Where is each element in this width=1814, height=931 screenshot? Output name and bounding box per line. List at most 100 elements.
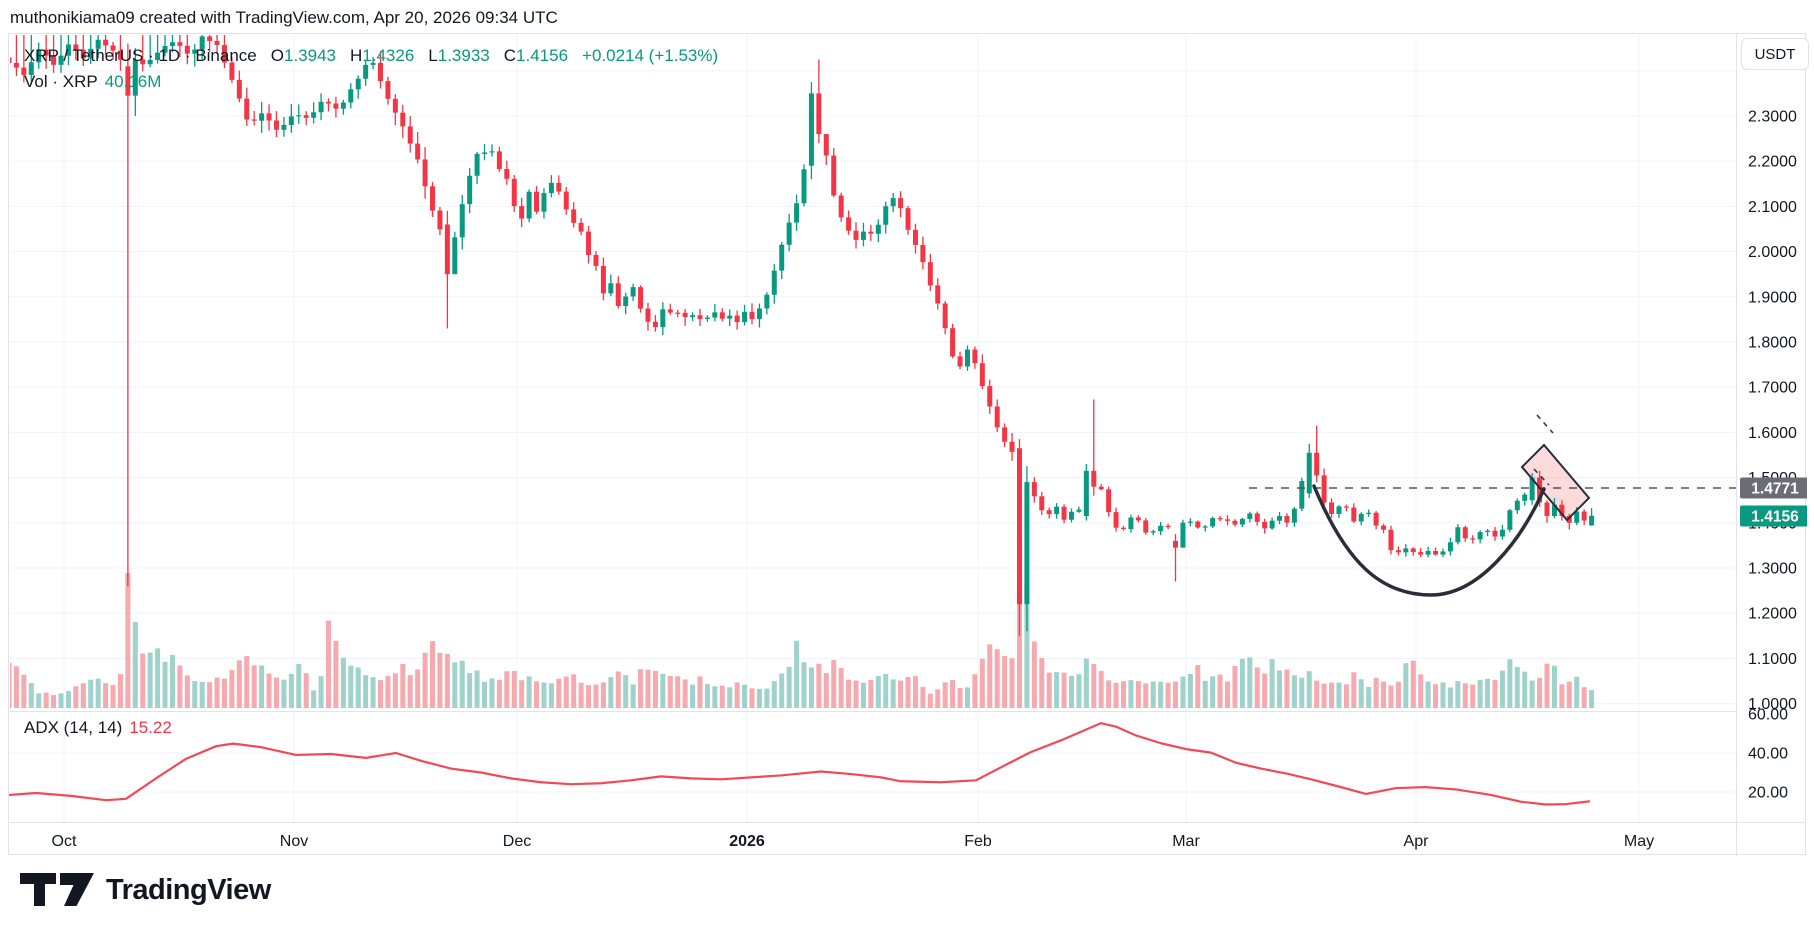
symbol-legend[interactable]: XRP / TetherUS · 1D · Binance O1.3943 H1.4… — [24, 46, 718, 66]
candle-body — [816, 93, 822, 135]
volume-bar — [236, 660, 242, 708]
volume-bar — [1046, 672, 1052, 708]
tradingview-logo[interactable]: TradingView — [20, 872, 271, 908]
candle-body — [281, 125, 287, 130]
volume-bar — [199, 681, 205, 708]
candle-body — [1306, 452, 1312, 494]
currency-unit-button[interactable]: USDT — [1741, 38, 1809, 70]
price-tick-label: 2.2000 — [1748, 154, 1797, 171]
volume-bar — [615, 671, 621, 708]
candle-body — [727, 315, 733, 319]
price-tick-label: 2.0000 — [1748, 244, 1797, 261]
candle-body — [1180, 522, 1186, 548]
candle-body — [1410, 548, 1416, 553]
volume-bar — [1195, 665, 1201, 708]
time-tick-label: Dec — [503, 833, 531, 850]
volume-bar — [1492, 679, 1498, 708]
volume-bar — [1135, 681, 1141, 708]
volume-bar — [623, 675, 629, 708]
ohlc-open-value: 1.3943 — [284, 46, 336, 65]
cup-curve-drawing[interactable] — [1312, 484, 1546, 597]
last-price-tag: 1.4156 — [1740, 505, 1807, 527]
volume-bar — [192, 680, 198, 708]
candle-body — [1046, 510, 1052, 515]
candle-body — [1165, 525, 1171, 528]
candle-body — [103, 39, 109, 46]
candle-body — [21, 67, 27, 75]
candle-body — [1210, 518, 1216, 527]
ohlc-high-value: 1.4326 — [362, 46, 415, 65]
volume-bar — [1113, 682, 1119, 708]
candle-body — [712, 312, 718, 318]
volume-bar — [1440, 682, 1446, 708]
candle-body — [853, 230, 859, 240]
ohlc-low-value: 1.3933 — [437, 46, 490, 65]
volume-bar — [593, 684, 599, 708]
volume-bar — [1158, 681, 1164, 708]
candle-body — [1581, 511, 1587, 521]
volume-bar — [1559, 684, 1565, 708]
volume-bar — [10, 662, 12, 708]
candle-body — [838, 195, 844, 218]
volume-bar — [273, 677, 279, 708]
volume-bar — [682, 679, 688, 708]
volume-legend[interactable]: Vol · XRP 40.16M — [24, 72, 161, 92]
price-tick-label: 1.1000 — [1748, 651, 1797, 668]
candle-body — [1329, 502, 1335, 514]
volume-bar — [117, 674, 123, 708]
candle-body — [1470, 538, 1476, 540]
candle-body — [578, 222, 584, 232]
candle-body — [1433, 550, 1439, 555]
candle-body — [288, 116, 294, 126]
volume-bar — [563, 676, 569, 708]
candle-body — [682, 312, 688, 317]
candle-body — [1039, 496, 1045, 511]
volume-bar — [987, 644, 993, 708]
candlestick-series — [10, 35, 1595, 636]
volume-bar — [103, 683, 109, 708]
candle-body — [1195, 521, 1201, 528]
volume-bar — [1336, 682, 1342, 708]
candle-body — [942, 303, 948, 329]
volume-bar — [288, 673, 294, 708]
tradingview-logo-icon — [20, 873, 94, 906]
candle-body — [132, 59, 138, 96]
candle-body — [467, 175, 473, 205]
candle-body — [690, 315, 696, 317]
candle-body — [1068, 511, 1074, 520]
candle-body — [950, 328, 956, 357]
candle-body — [1455, 527, 1461, 543]
volume-bar — [430, 641, 436, 708]
candle-body — [1440, 551, 1446, 555]
candle-body — [1351, 507, 1357, 522]
volume-bar — [645, 669, 651, 708]
volume-bar — [73, 686, 79, 708]
user-drawings[interactable] — [1249, 414, 1736, 597]
volume-bar — [1054, 672, 1060, 708]
volume-bar — [1388, 685, 1394, 708]
volume-bar — [719, 685, 725, 708]
adx-pane[interactable] — [9, 722, 1591, 806]
adx-indicator-legend[interactable]: ADX (14, 14) 15.22 — [24, 718, 172, 738]
candle-body — [1009, 441, 1015, 452]
volume-bar — [43, 692, 49, 708]
candle-body — [630, 287, 636, 297]
volume-bar — [972, 674, 978, 708]
candle-body — [764, 294, 770, 309]
time-tick-label: May — [1624, 833, 1654, 850]
volume-bar — [630, 684, 636, 708]
candle-body — [13, 62, 19, 68]
volume-bar — [1061, 672, 1067, 708]
volume-bar — [1068, 675, 1074, 708]
volume-bar — [1373, 677, 1379, 708]
candle-body — [1284, 516, 1290, 523]
candle-body — [808, 93, 814, 166]
price-tick-label: 1.2000 — [1748, 606, 1797, 623]
candle-body — [1291, 508, 1297, 523]
volume-bar — [1566, 681, 1572, 708]
volume-bar — [407, 675, 413, 708]
chart-canvas[interactable]: 2.3000 2.2000 2.1000 2.0000 1.9000 1.8000 1.70… — [9, 34, 1807, 856]
candle-body — [927, 262, 933, 286]
flag-pattern-outline[interactable] — [1520, 443, 1591, 522]
candle-body — [236, 79, 242, 99]
